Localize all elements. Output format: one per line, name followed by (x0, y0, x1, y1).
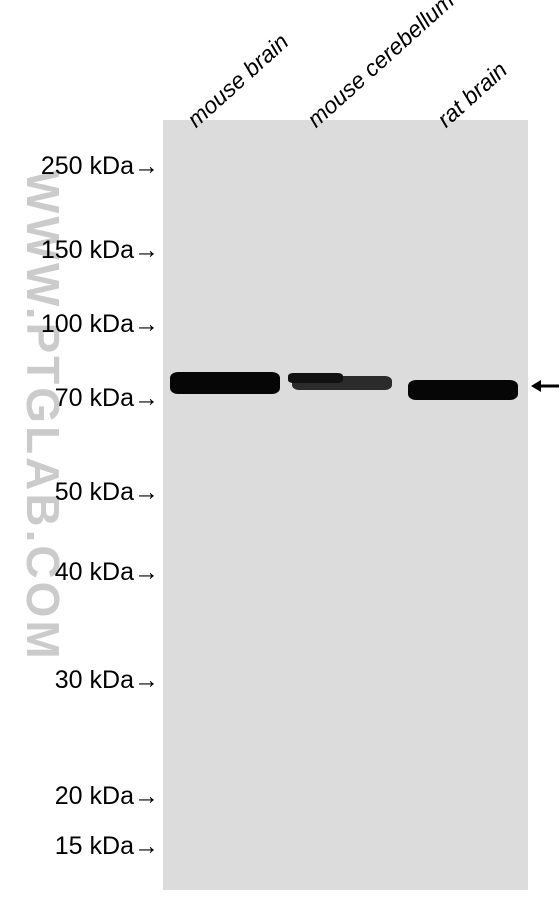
band-lane3 (408, 380, 518, 400)
arrow-icon: → (134, 384, 159, 413)
arrow-icon: → (134, 478, 159, 507)
marker-30: 30 kDa→ (55, 666, 159, 695)
arrow-icon: → (134, 832, 159, 861)
marker-text: 30 kDa (55, 666, 134, 694)
marker-250: 250 kDa→ (41, 152, 159, 181)
lane-label-1: mouse brain (182, 28, 294, 133)
marker-50: 50 kDa→ (55, 478, 159, 507)
arrow-icon: → (134, 666, 159, 695)
marker-text: 250 kDa (41, 152, 134, 180)
band-lane1 (170, 372, 280, 394)
marker-text: 20 kDa (55, 782, 134, 810)
marker-text: 150 kDa (41, 236, 134, 264)
marker-70: 70 kDa→ (55, 384, 159, 413)
marker-text: 50 kDa (55, 478, 134, 506)
marker-text: 40 kDa (55, 558, 134, 586)
marker-text: 70 kDa (55, 384, 134, 412)
marker-40: 40 kDa→ (55, 558, 159, 587)
arrow-icon: → (134, 310, 159, 339)
marker-15: 15 kDa→ (55, 832, 159, 861)
band-lane2-overlay (288, 373, 343, 383)
marker-100: 100 kDa→ (41, 310, 159, 339)
marker-text: 100 kDa (41, 310, 134, 338)
marker-text: 15 kDa (55, 832, 134, 860)
arrow-icon: → (134, 152, 159, 181)
arrow-icon: → (134, 236, 159, 265)
marker-150: 150 kDa→ (41, 236, 159, 265)
arrow-icon: → (134, 782, 159, 811)
blot-membrane (163, 120, 528, 890)
marker-20: 20 kDa→ (55, 782, 159, 811)
target-band-arrow-icon (531, 376, 560, 396)
arrow-icon: → (134, 558, 159, 587)
